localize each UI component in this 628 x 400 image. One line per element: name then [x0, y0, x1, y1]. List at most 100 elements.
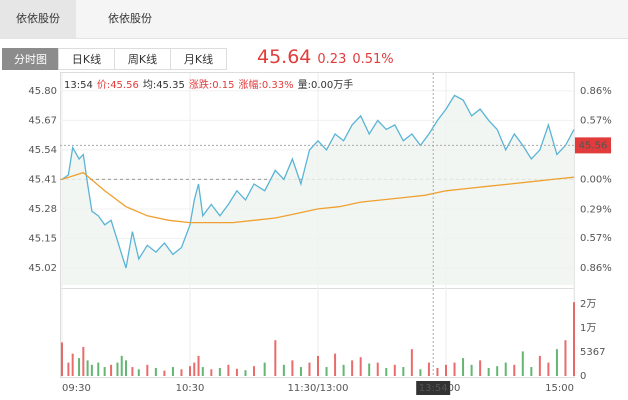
x-tick-label: 10:30	[176, 383, 205, 394]
info-item: 涨幅:0.33%	[238, 80, 294, 91]
y-tick-label: 45.67	[28, 115, 57, 126]
volume-bar	[71, 353, 74, 376]
crosshair-price-box	[575, 137, 611, 154]
quote-price: 45.64	[257, 46, 312, 68]
y2-tick-label: 0.86%	[580, 263, 612, 274]
info-item: 均:45.35	[142, 80, 185, 91]
volume-bar	[189, 366, 191, 376]
y2-tick-label: 0.57%	[580, 116, 612, 127]
volume-bar	[530, 367, 533, 376]
quote: 45.64 0.23 0.51%	[257, 46, 394, 68]
volume-bar	[573, 302, 575, 376]
volume-bar	[368, 363, 371, 376]
volume-bar	[110, 364, 113, 376]
crosshair-price-label: 45.56	[579, 140, 608, 151]
period-button[interactable]: 月K线	[170, 48, 227, 70]
volume-bar	[436, 367, 439, 376]
x-tick-label: 15:00	[545, 383, 574, 394]
volume-bar	[513, 364, 516, 376]
y2-tick-label: 0.00%	[580, 174, 612, 185]
average-line	[61, 171, 575, 224]
volume-bar	[67, 362, 70, 376]
volume-bar	[555, 349, 558, 376]
tab[interactable]: 依依股份	[108, 12, 152, 25]
volume-bar	[385, 367, 388, 376]
price-line	[61, 94, 575, 269]
volume-bar	[61, 342, 63, 376]
volume-bar	[163, 370, 166, 376]
volume-bar	[171, 367, 174, 376]
volume-bar	[334, 353, 337, 376]
volume-bar	[496, 366, 499, 376]
volume-bar	[419, 369, 422, 376]
y-tick-label: 45.15	[28, 233, 57, 244]
volume-bar	[274, 340, 277, 376]
volume-bar	[103, 367, 106, 376]
volume-bar	[137, 369, 140, 376]
volume-bar	[342, 364, 345, 376]
volume-bar	[402, 367, 405, 376]
price-area	[62, 95, 574, 286]
info-item: 量:0.00万手	[297, 80, 354, 91]
volume-bar	[201, 367, 204, 376]
info-item: 涨跌:0.15	[188, 80, 235, 91]
period-buttons: 分时图 日K线 周K线 月K线	[2, 48, 227, 70]
volume-bar	[116, 362, 119, 376]
period-button[interactable]: 周K线	[114, 48, 171, 70]
x-tick-label: 09:30	[62, 383, 91, 394]
volume-bar	[180, 369, 183, 376]
info-line: 13:54 价:45.56 均:45.35 涨跌:0.15 涨幅:0.33% 量:0.00…	[64, 76, 357, 91]
volume-bar	[78, 358, 81, 376]
volume-bar	[564, 340, 567, 376]
volume-bar	[445, 364, 447, 376]
volume-bar	[462, 358, 465, 376]
volume-bar	[427, 362, 430, 376]
volume-bar	[210, 369, 213, 376]
volume-tick-label: 2万	[580, 299, 596, 310]
tab[interactable]: 依依股份	[0, 0, 76, 38]
volume-bar	[317, 355, 319, 376]
volume-bar	[410, 349, 413, 376]
volume-bar	[487, 367, 490, 376]
y2-tick-label: 0.29%	[580, 204, 612, 215]
volume-bar	[393, 364, 396, 376]
volume-bar	[253, 366, 255, 376]
tab-bar: 依依股份 依依股份	[0, 0, 628, 39]
volume-bar	[235, 368, 238, 376]
volume-bar	[82, 346, 85, 376]
volume-bar	[308, 362, 311, 376]
volume-bar	[351, 360, 354, 376]
crosshair-time-box	[416, 381, 451, 395]
volume-bar	[291, 360, 294, 376]
crosshair-time-label: 13:54	[419, 383, 448, 394]
info-item: 13:54	[64, 80, 93, 91]
volume-bar	[193, 362, 196, 376]
volume-bar	[154, 367, 157, 376]
quote-percent: 0.51%	[352, 52, 394, 67]
volume-bar	[299, 367, 302, 376]
volume-bar	[359, 357, 362, 376]
y-tick-label: 45.80	[28, 86, 57, 97]
volume-bar	[227, 364, 230, 376]
y2-tick-label: 0.86%	[580, 86, 612, 97]
volume-tick-label: 0	[580, 371, 586, 382]
period-button[interactable]: 分时图	[2, 48, 59, 70]
volume-bar	[479, 360, 482, 376]
volume-bar	[90, 364, 93, 376]
y-tick-label: 45.54	[28, 145, 57, 156]
volume-bar	[197, 355, 200, 376]
volume-bar	[218, 367, 221, 376]
volume-bar	[376, 362, 379, 376]
quote-change: 0.23	[317, 52, 347, 67]
volume-bar	[470, 364, 473, 376]
volume-bar	[538, 355, 541, 376]
y-tick-label: 45.41	[28, 174, 57, 185]
info-item: 价:45.56	[96, 80, 139, 91]
volume-bar	[86, 360, 89, 376]
volume-bar	[125, 360, 127, 376]
y2-tick-label: 0.57%	[580, 233, 612, 244]
volume-bar	[325, 367, 328, 376]
volume-bar	[521, 351, 524, 376]
